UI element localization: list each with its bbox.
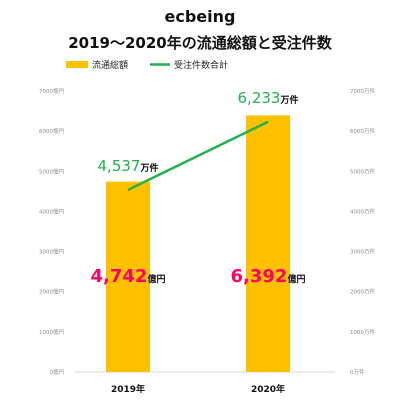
line-value-unit: 万件: [139, 162, 158, 174]
right-axis-tick-label: 5000万件: [350, 167, 375, 175]
right-axis-tick-label: 6000万件: [350, 127, 375, 135]
line-value-label: 6,233万件: [238, 89, 299, 107]
right-axis-tick-label: 2000万件: [350, 288, 375, 296]
left-axis-tick-label: 5000億円: [39, 167, 64, 175]
left-axis-tick-label: 4000億円: [39, 207, 64, 215]
line-value-number: 4,537: [98, 157, 141, 175]
line-series: [127, 120, 269, 191]
bar-value-number: 6,392: [231, 266, 288, 287]
right-axis-tick-label: 4000万件: [350, 207, 375, 215]
brand-title: ecbeing: [165, 7, 236, 26]
bars: [106, 115, 290, 372]
right-axis-tick-label: 1000万件: [350, 328, 375, 336]
left-axis-tick-label: 2000億円: [39, 288, 64, 296]
legend: 流通総額 受注件数合計: [66, 59, 228, 71]
chart-title: 2019～2020年の流通総額と受注件数: [68, 34, 332, 52]
legend-bar-swatch: [66, 61, 88, 68]
x-axis-ticks: 2019年 2020年: [111, 383, 285, 395]
right-axis: 0万件 1000万件 2000万件 3000万件 4000万件 5000万件 6000万件 7…: [350, 87, 375, 376]
x-tick-label: 2019年: [111, 383, 145, 395]
bar: [246, 115, 290, 372]
line-value-number: 6,233: [238, 89, 281, 107]
bar-value-unit: 億円: [147, 273, 165, 285]
line-series-path: [127, 120, 269, 191]
left-axis-tick-label: 6000億円: [39, 127, 64, 135]
right-axis-tick-label: 7000万件: [350, 87, 375, 95]
left-axis-tick-label: 7000億円: [39, 87, 64, 95]
left-axis-tick-label: 3000億円: [39, 248, 64, 256]
line-value-unit: 万件: [279, 94, 298, 106]
bar-value-label: 4,742億円: [91, 266, 166, 287]
line-value-label: 4,537万件: [98, 157, 159, 175]
left-axis: 0億円 1000億円 2000億円 3000億円 4000億円 5000億円 6000億円 7…: [39, 87, 64, 376]
left-axis-tick-label: 0億円: [50, 368, 65, 376]
legend-line-label: 受注件数合計: [174, 59, 228, 71]
x-tick-label: 2020年: [251, 383, 285, 395]
legend-bar-label: 流通総額: [92, 59, 128, 71]
right-axis-tick-label: 0万件: [350, 368, 365, 376]
bar-value-number: 4,742: [91, 266, 148, 287]
bar: [106, 181, 150, 372]
bar-value-unit: 億円: [287, 273, 305, 285]
right-axis-tick-label: 3000万件: [350, 248, 375, 256]
bar-value-label: 6,392億円: [231, 266, 306, 287]
left-axis-tick-label: 1000億円: [39, 328, 64, 336]
